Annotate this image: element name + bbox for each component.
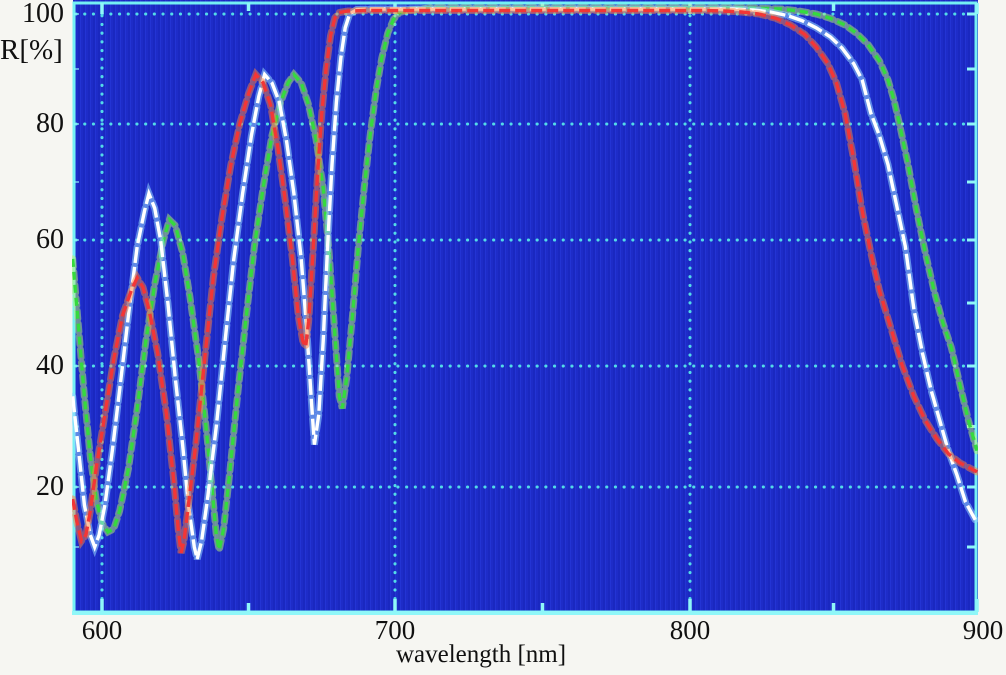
x-axis-label: wavelength [nm] xyxy=(395,641,567,668)
y-axis-label: R[%] xyxy=(0,34,63,66)
y-tick-label: 40 xyxy=(36,350,64,381)
x-tick-label: 700 xyxy=(374,615,416,645)
series-red-curve xyxy=(72,7,978,554)
x-tick-label: 900 xyxy=(962,615,1004,645)
y-tick-label: 20 xyxy=(36,471,64,502)
x-tick-label: 800 xyxy=(669,615,711,645)
y-tick-label: 100 xyxy=(22,0,64,29)
curves xyxy=(72,4,978,560)
series-white-curve xyxy=(72,5,978,560)
y-tick-label: 60 xyxy=(36,224,64,255)
y-tick-label: 80 xyxy=(36,108,64,139)
x-tick-label: 600 xyxy=(81,615,123,645)
